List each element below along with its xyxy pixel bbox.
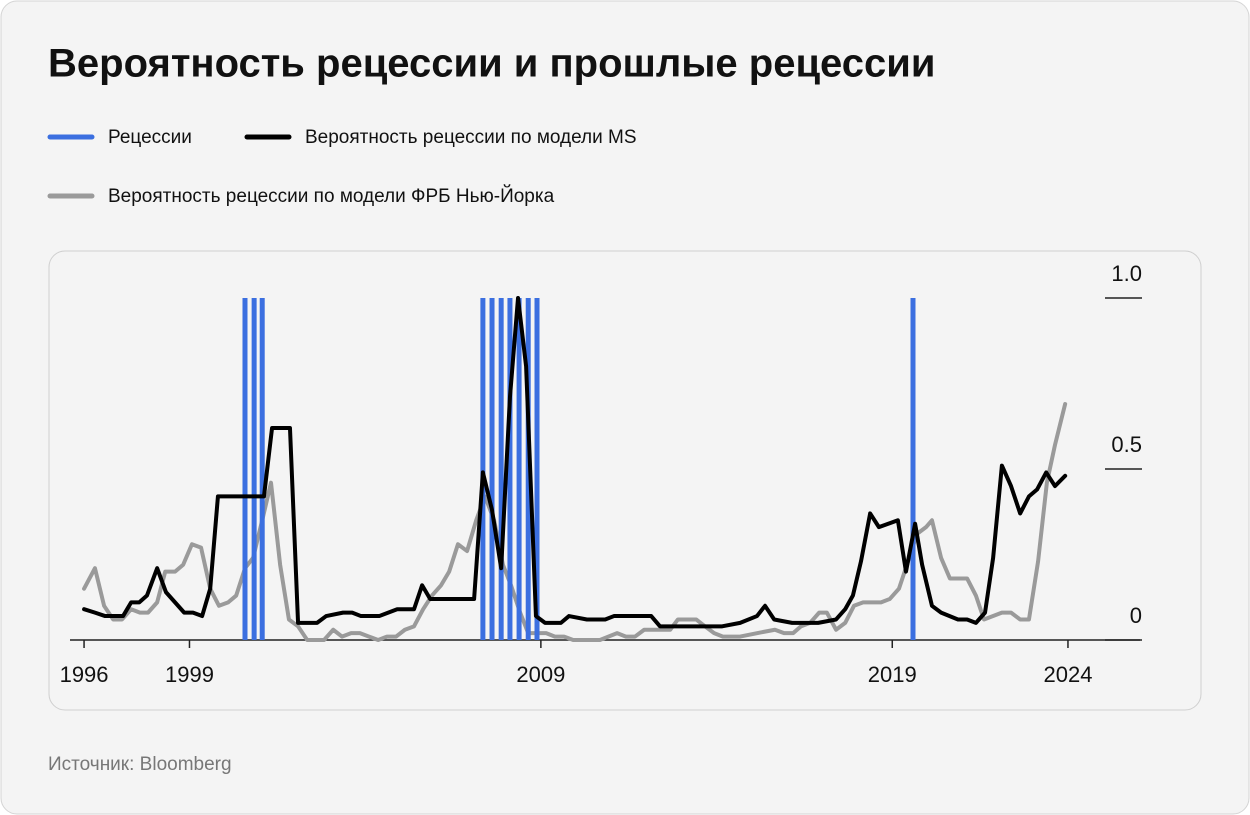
recession-bar — [498, 298, 504, 640]
source: Источник: Bloomberg — [48, 754, 232, 775]
series-line — [82, 296, 1068, 629]
recession-bar — [534, 298, 540, 640]
recession-bar — [507, 298, 513, 640]
chart-title: Вероятность рецессии и прошлые рецессии — [48, 42, 935, 86]
y-tick-label: 0.5 — [1111, 432, 1142, 457]
x-tick-label: 2009 — [516, 662, 565, 687]
legend-label: Рецессии — [108, 127, 192, 148]
recession-bar — [251, 298, 257, 640]
recession-bar — [910, 298, 916, 640]
recession-bar — [242, 298, 248, 640]
y-tick-label: 1.0 — [1111, 261, 1142, 286]
legend-label: Вероятность рецессии по модели ФРБ Нью-Й… — [108, 185, 555, 207]
recession-bar — [259, 298, 265, 640]
x-tick-label: 1996 — [60, 662, 109, 687]
y-tick-label: 0 — [1130, 603, 1142, 628]
recession-bar — [516, 298, 522, 640]
plot-frame — [48, 250, 1202, 711]
legend-label: Вероятность рецессии по модели MS — [305, 127, 637, 148]
x-tick-label: 1999 — [165, 662, 214, 687]
x-tick-label: 2024 — [1043, 662, 1092, 687]
recession-bar — [489, 298, 495, 640]
x-tick-label: 2019 — [868, 662, 917, 687]
recession-bar — [480, 298, 486, 640]
